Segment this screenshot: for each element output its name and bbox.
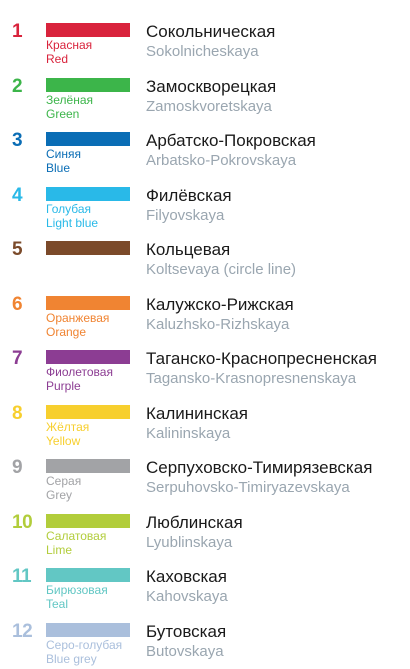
metro-line-row-10: 10 Салатовая Lime Люблинская Lyublinskay… bbox=[0, 506, 410, 561]
line-number: 11 bbox=[12, 566, 42, 588]
line-color-name-en: Teal bbox=[46, 597, 68, 611]
line-color-swatch bbox=[46, 405, 130, 419]
line-color-swatch bbox=[46, 296, 130, 310]
line-name-en: Zamoskvoretskaya bbox=[146, 98, 272, 116]
line-color-name-en: Blue bbox=[46, 161, 70, 175]
line-number: 6 bbox=[12, 294, 42, 316]
line-color-name-en: Lime bbox=[46, 543, 72, 557]
line-color-name-ru: Бирюзовая bbox=[46, 583, 108, 597]
line-name-en: Filyovskaya bbox=[146, 207, 224, 225]
metro-line-row-3: 3 Синяя Blue Арбатско-Покровская Arbatsk… bbox=[0, 124, 410, 179]
line-name-ru: Арбатско-Покровская bbox=[146, 131, 316, 151]
line-color-name-ru: Салатовая bbox=[46, 529, 106, 543]
line-name-ru: Каховская bbox=[146, 567, 227, 587]
metro-line-row-7: 7 Фиолетовая Purple Таганско-Краснопресн… bbox=[0, 342, 410, 397]
line-number: 3 bbox=[12, 130, 42, 152]
line-color-swatch bbox=[46, 241, 130, 255]
metro-line-row-4: 4 Голубая Light blue Филёвская Filyovska… bbox=[0, 179, 410, 234]
metro-line-row-12: 12 Серо-голубая Blue grey Бутовская Buto… bbox=[0, 615, 410, 669]
line-number: 10 bbox=[12, 512, 42, 534]
line-color-swatch bbox=[46, 350, 130, 364]
metro-line-row-11: 11 Бирюзовая Teal Каховская Kahovskaya bbox=[0, 560, 410, 615]
line-color-name-en: Yellow bbox=[46, 434, 80, 448]
line-name-ru: Калужско-Рижская bbox=[146, 295, 294, 315]
line-color-name-ru: Жёлтая bbox=[46, 420, 89, 434]
line-name-en: Butovskaya bbox=[146, 643, 224, 661]
line-color-name-ru: Синяя bbox=[46, 147, 81, 161]
metro-line-row-1: 1 Красная Red Сокольническая Sokolniches… bbox=[0, 15, 410, 70]
line-color-name-en: Green bbox=[46, 107, 79, 121]
metro-line-row-2: 2 Зелёная Green Замоскворецкая Zamoskvor… bbox=[0, 70, 410, 125]
line-color-swatch bbox=[46, 187, 130, 201]
line-color-name-en: Grey bbox=[46, 488, 72, 502]
line-name-en: Kalininskaya bbox=[146, 425, 230, 443]
metro-line-row-9: 9 Серая Grey Серпуховско-Тимирязевская S… bbox=[0, 451, 410, 506]
line-name-ru: Замоскворецкая bbox=[146, 77, 276, 97]
line-color-name-ru: Голубая bbox=[46, 202, 91, 216]
line-color-swatch bbox=[46, 514, 130, 528]
line-color-name-en: Red bbox=[46, 52, 68, 66]
line-name-en: Koltsevaya (circle line) bbox=[146, 261, 296, 279]
line-color-swatch bbox=[46, 568, 130, 582]
line-color-name-ru: Серая bbox=[46, 474, 81, 488]
line-number: 2 bbox=[12, 76, 42, 98]
line-name-ru: Калининская bbox=[146, 404, 248, 424]
line-name-en: Kaluzhsko-Rizhskaya bbox=[146, 316, 289, 334]
line-name-ru: Бутовская bbox=[146, 622, 226, 642]
line-name-en: Arbatsko-Pokrovskaya bbox=[146, 152, 296, 170]
line-color-name-ru: Фиолетовая bbox=[46, 365, 113, 379]
line-color-name-ru: Красная bbox=[46, 38, 92, 52]
line-color-name-en: Blue grey bbox=[46, 652, 97, 666]
line-color-name-en: Orange bbox=[46, 325, 86, 339]
line-name-ru: Сокольническая bbox=[146, 22, 275, 42]
line-color-swatch bbox=[46, 459, 130, 473]
line-color-swatch bbox=[46, 23, 130, 37]
line-name-ru: Таганско-Краснопресненская bbox=[146, 349, 377, 369]
line-color-name-en: Light blue bbox=[46, 216, 98, 230]
line-color-name-en: Purple bbox=[46, 379, 81, 393]
line-color-swatch bbox=[46, 132, 130, 146]
line-name-ru: Люблинская bbox=[146, 513, 243, 533]
metro-line-row-8: 8 Жёлтая Yellow Калининская Kalininskaya bbox=[0, 397, 410, 452]
line-name-en: Sokolnicheskaya bbox=[146, 43, 259, 61]
line-color-name-ru: Оранжевая bbox=[46, 311, 109, 325]
line-name-en: Serpuhovsko-Timiryazevskaya bbox=[146, 479, 350, 497]
line-name-en: Lyublinskaya bbox=[146, 534, 232, 552]
line-name-ru: Кольцевая bbox=[146, 240, 230, 260]
line-name-en: Kahovskaya bbox=[146, 588, 228, 606]
line-number: 12 bbox=[12, 621, 42, 643]
line-name-en: Tagansko-Krasnopresnenskaya bbox=[146, 370, 356, 388]
line-name-ru: Филёвская bbox=[146, 186, 232, 206]
line-number: 8 bbox=[12, 403, 42, 425]
line-number: 1 bbox=[12, 21, 42, 43]
metro-line-row-5: 5 Кольцевая Koltsevaya (circle line) bbox=[0, 233, 410, 288]
line-number: 7 bbox=[12, 348, 42, 370]
line-color-swatch bbox=[46, 78, 130, 92]
line-name-ru: Серпуховско-Тимирязевская bbox=[146, 458, 372, 478]
line-color-swatch bbox=[46, 623, 130, 637]
metro-line-row-6: 6 Оранжевая Orange Калужско-Рижская Kalu… bbox=[0, 288, 410, 343]
line-number: 5 bbox=[12, 239, 42, 261]
metro-lines-legend: 1 Красная Red Сокольническая Sokolniches… bbox=[0, 15, 410, 669]
line-color-name-ru: Серо-голубая bbox=[46, 638, 122, 652]
line-number: 9 bbox=[12, 457, 42, 479]
line-color-name-ru: Зелёная bbox=[46, 93, 93, 107]
line-number: 4 bbox=[12, 185, 42, 207]
